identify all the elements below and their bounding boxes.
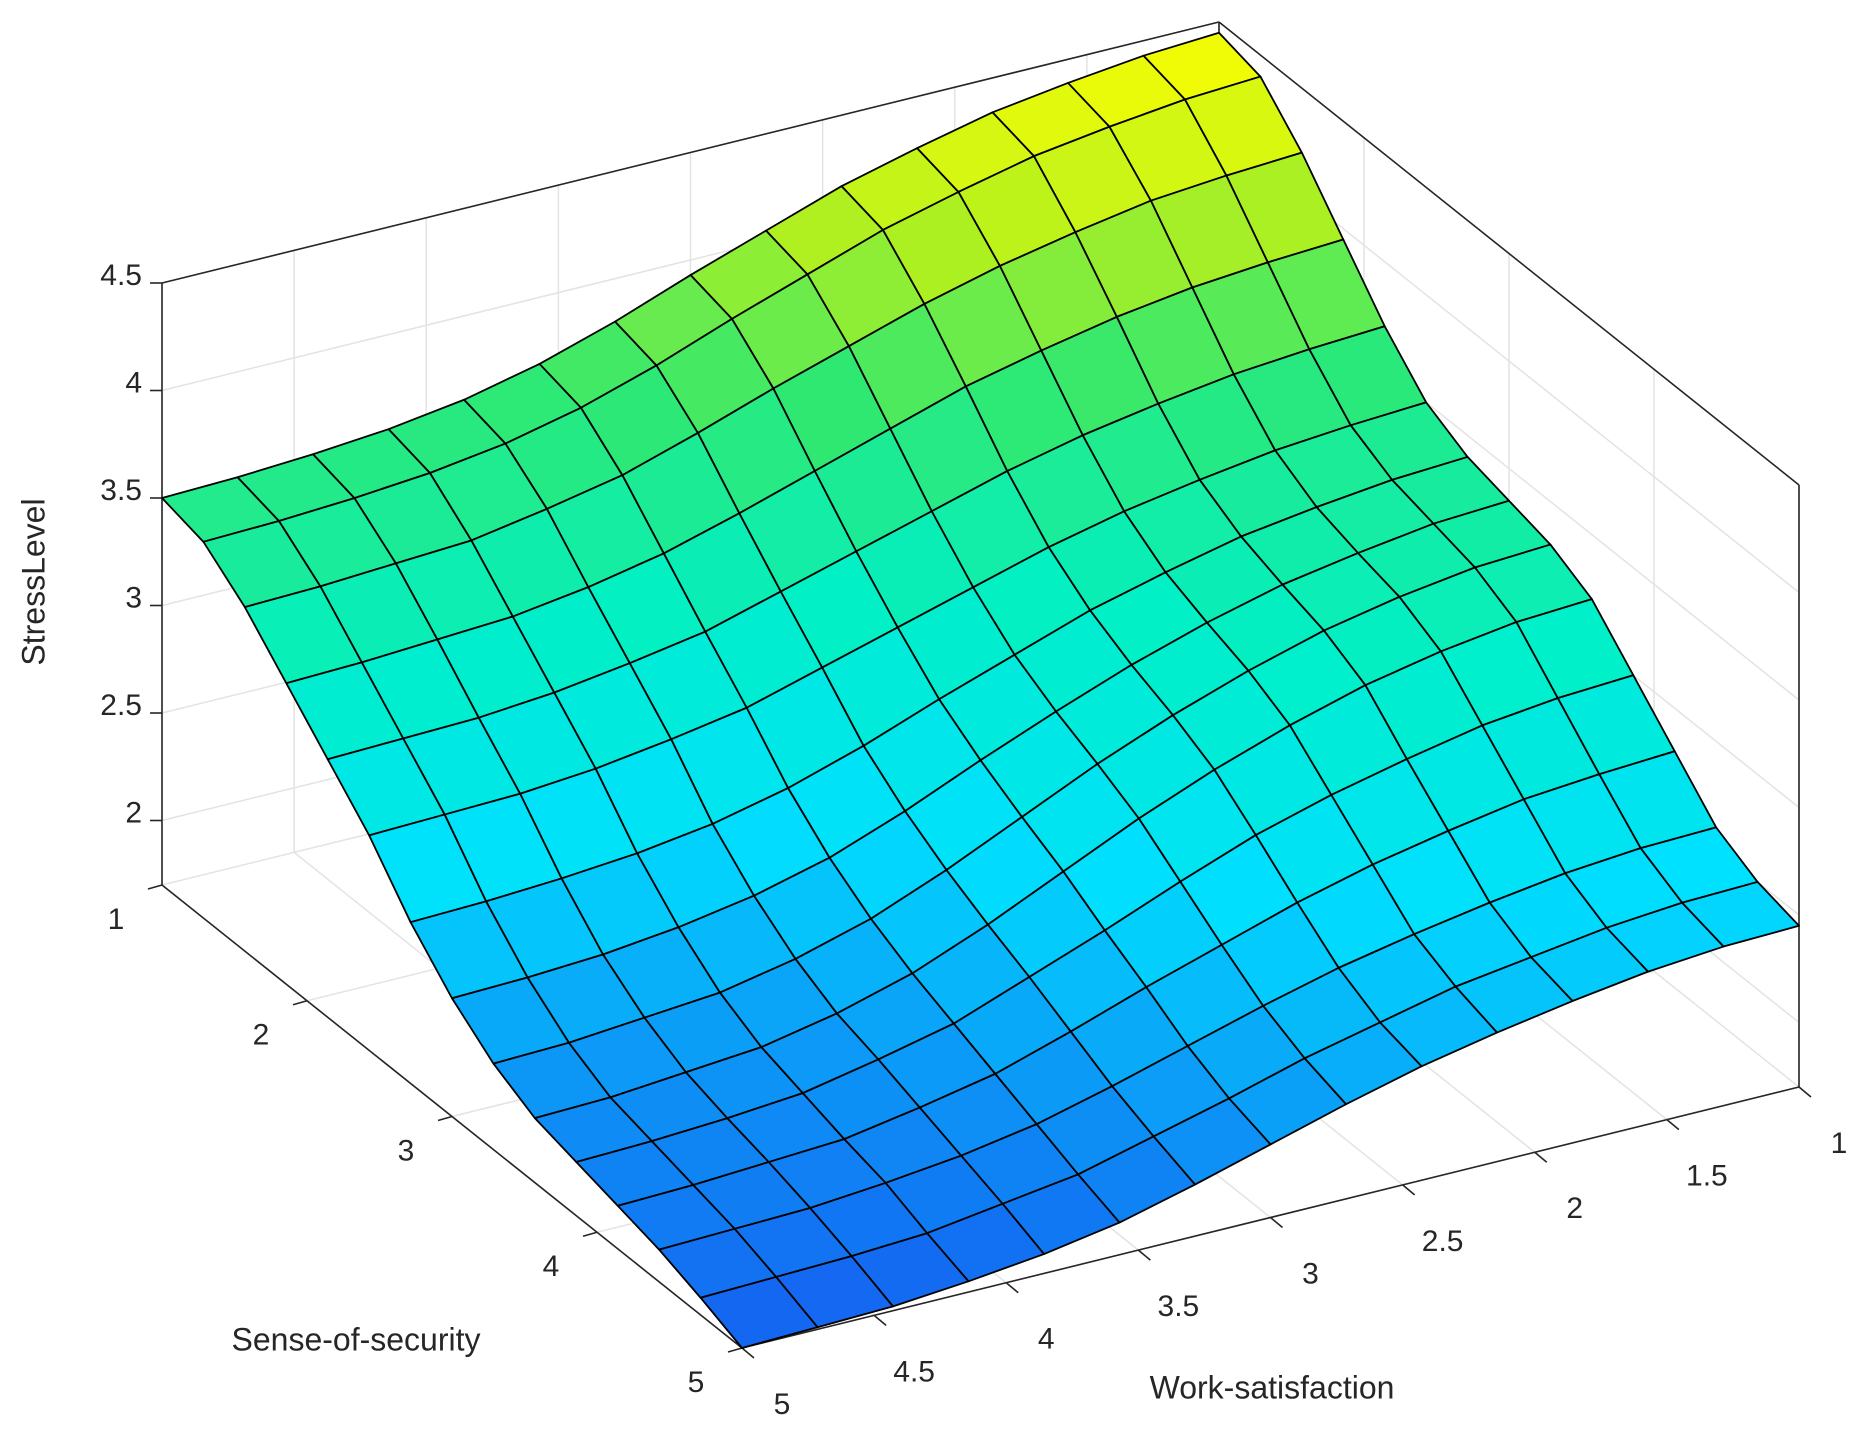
surface-face (699, 1276, 819, 1349)
x-tick-label: 3.5 (1158, 1290, 1200, 1323)
y-tick-label: 5 (688, 1366, 705, 1399)
x-tick-label: 4 (1038, 1323, 1055, 1356)
x-tick (1137, 1249, 1151, 1261)
surface (161, 31, 1800, 1349)
box-edge (1218, 21, 1800, 486)
x-tick-label: 2 (1566, 1192, 1583, 1225)
x-tick-label: 5 (774, 1388, 791, 1421)
y-axis-label: Sense-of-security (232, 1321, 481, 1357)
y-tick-label: 1 (108, 903, 125, 936)
x-tick-label: 1.5 (1686, 1160, 1728, 1193)
x-tick-label: 1 (1831, 1127, 1848, 1160)
z-tick-label: 3 (125, 581, 142, 614)
y-tick (292, 999, 308, 1006)
x-tick-label: 3 (1302, 1257, 1319, 1290)
z-tick-label: 2 (125, 796, 142, 829)
z-axis-label: StressLevel (15, 498, 51, 665)
y-tick (437, 1115, 453, 1122)
x-tick-label: 4.5 (893, 1355, 935, 1388)
z-tick-label: 4 (125, 366, 142, 399)
y-tick-label: 3 (398, 1134, 415, 1167)
box-edge (161, 21, 1220, 284)
x-tick (1798, 1086, 1812, 1098)
x-tick (1269, 1216, 1284, 1229)
x-tick (873, 1314, 887, 1326)
x-tick (1402, 1184, 1416, 1196)
y-tick (147, 884, 163, 890)
x-axis-label: Work-satisfaction (1150, 1369, 1395, 1405)
x-tick (741, 1347, 755, 1359)
x-tick (1534, 1151, 1548, 1163)
z-tick-label: 2.5 (100, 689, 142, 722)
y-tick-label: 2 (253, 1019, 270, 1052)
z-tick-label: 4.5 (100, 259, 142, 292)
x-tick-label: 2.5 (1422, 1225, 1464, 1258)
x-tick (1666, 1119, 1680, 1131)
y-tick (727, 1347, 743, 1353)
y-tick (582, 1231, 598, 1238)
x-tick (1005, 1282, 1019, 1294)
axes-labels: StressLevel Sense-of-security Work-satis… (15, 259, 1847, 1421)
y-tick-label: 4 (543, 1250, 560, 1283)
z-tick-label: 3.5 (100, 474, 142, 507)
